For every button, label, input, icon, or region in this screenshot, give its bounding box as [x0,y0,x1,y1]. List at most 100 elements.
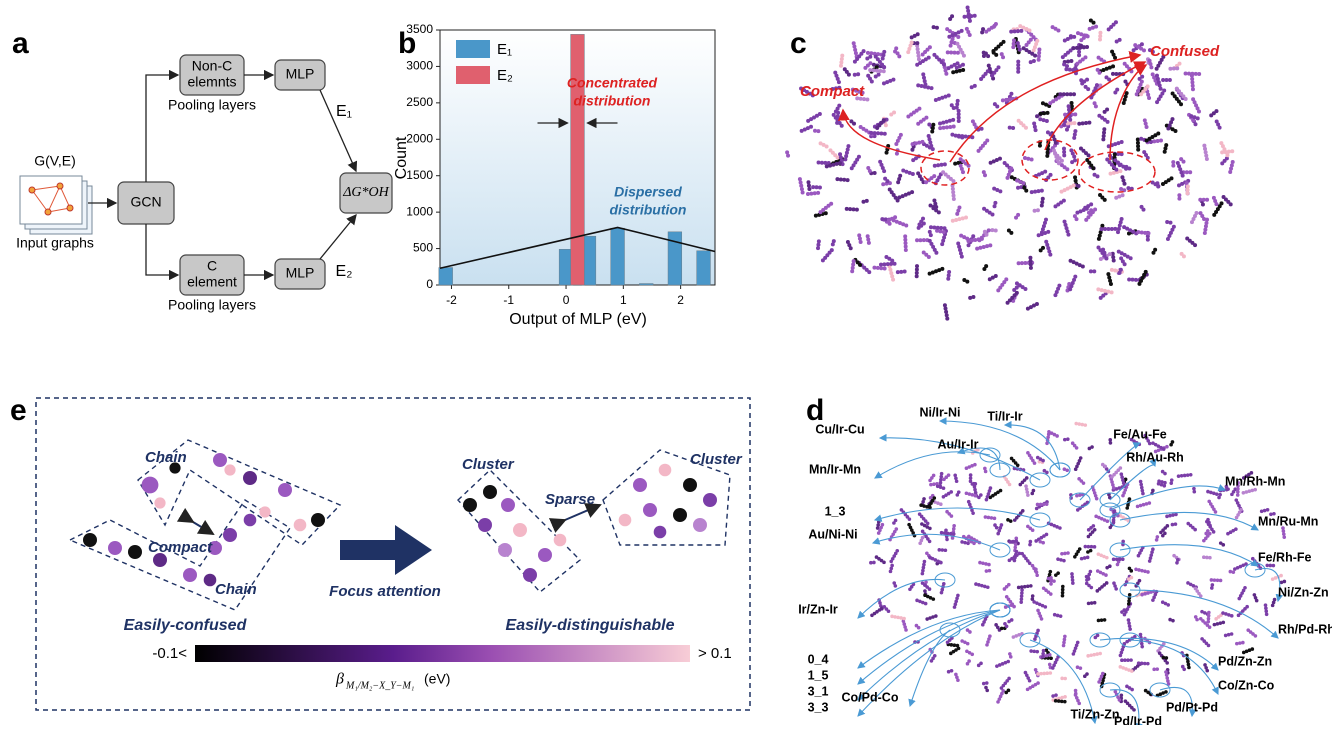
point [887,221,892,226]
point [967,18,972,23]
point [1110,480,1114,484]
dot [311,513,325,527]
point [945,27,950,32]
point [966,163,971,168]
dot [463,498,477,512]
point [1121,164,1126,169]
point [1113,226,1118,231]
point [1031,58,1036,63]
point [874,68,879,73]
point [1126,518,1131,523]
point [1052,663,1056,668]
point [1065,92,1070,97]
target-label: ΔG*OH [342,185,389,200]
point [909,40,914,45]
point [1124,667,1128,671]
point [986,640,990,644]
point [903,244,908,249]
point [813,213,818,218]
point [1165,661,1169,665]
point [1039,188,1044,193]
point [1264,609,1269,614]
point [1117,698,1122,702]
point [1138,82,1143,87]
point [956,112,961,117]
cluster-label: 1_5 [808,668,829,682]
point [1080,422,1085,427]
point [927,587,932,591]
point [1074,421,1079,426]
point [996,490,1000,495]
cluster-label: Rh/Au-Rh [1126,450,1184,464]
point [1191,217,1196,222]
point [1118,169,1123,174]
point [1101,67,1106,72]
point [954,69,959,74]
point [1224,156,1229,161]
point [1092,600,1097,605]
point [1170,117,1175,122]
point [963,134,968,139]
point [851,163,856,168]
point [1043,605,1048,609]
point [1146,570,1150,574]
point [1165,444,1169,449]
point [837,85,842,90]
point [819,160,824,165]
point [1139,485,1144,490]
point [1105,107,1110,112]
point [865,56,870,61]
leader-line [1119,544,1259,567]
point [1066,107,1071,112]
cluster-ring [989,462,1011,478]
point [1150,72,1155,77]
point [938,229,943,234]
point [1036,189,1041,194]
point [940,95,945,100]
point [1028,37,1033,42]
point [1048,172,1053,177]
point [930,147,935,152]
point [987,210,992,215]
leader-line [873,507,1041,522]
point [1037,602,1042,607]
cluster-label: Cu/Ir-Cu [815,422,864,436]
point [957,68,962,73]
point [957,205,962,210]
point [1033,53,1038,58]
point [915,41,920,46]
point [968,473,973,477]
point [984,208,989,213]
point [1023,287,1028,292]
point [1086,544,1091,549]
point [1040,603,1045,608]
bar [667,231,683,286]
point [1212,507,1216,512]
point [844,154,849,159]
point [987,277,992,282]
point [1045,147,1050,152]
point [984,685,988,690]
point [909,584,914,589]
point [809,124,814,129]
point [835,155,840,160]
point [1018,24,1023,29]
point [935,484,940,489]
point [1099,516,1104,521]
cluster-ring [1109,512,1131,528]
point [1235,493,1240,497]
point [896,180,901,185]
point [1062,188,1067,193]
point [939,560,943,565]
point [1106,289,1111,294]
point [995,104,1000,109]
point [1063,694,1067,699]
point [973,482,978,486]
point [1169,478,1174,482]
point [1036,628,1040,633]
point [928,596,933,600]
point [1180,664,1185,669]
point [1062,150,1067,155]
point [950,14,955,19]
point [934,25,939,30]
